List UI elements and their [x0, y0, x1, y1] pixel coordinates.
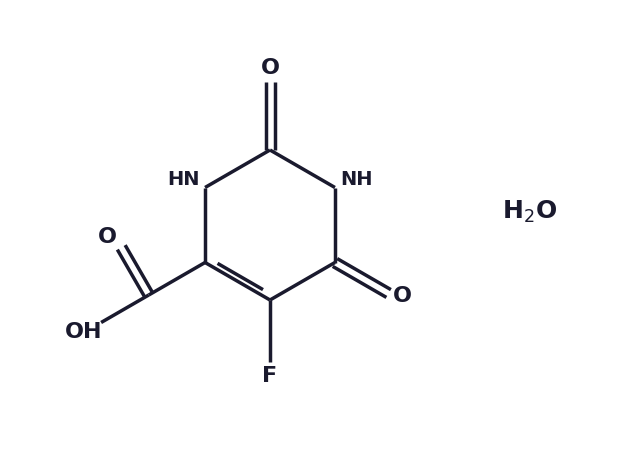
- Text: HN: HN: [167, 170, 199, 189]
- Text: F: F: [262, 366, 278, 386]
- Text: O: O: [393, 285, 412, 306]
- Text: NH: NH: [340, 170, 373, 189]
- Text: O: O: [260, 58, 280, 78]
- Text: OH: OH: [65, 322, 102, 343]
- Text: H$_2$O: H$_2$O: [502, 199, 557, 225]
- Text: O: O: [98, 227, 116, 247]
